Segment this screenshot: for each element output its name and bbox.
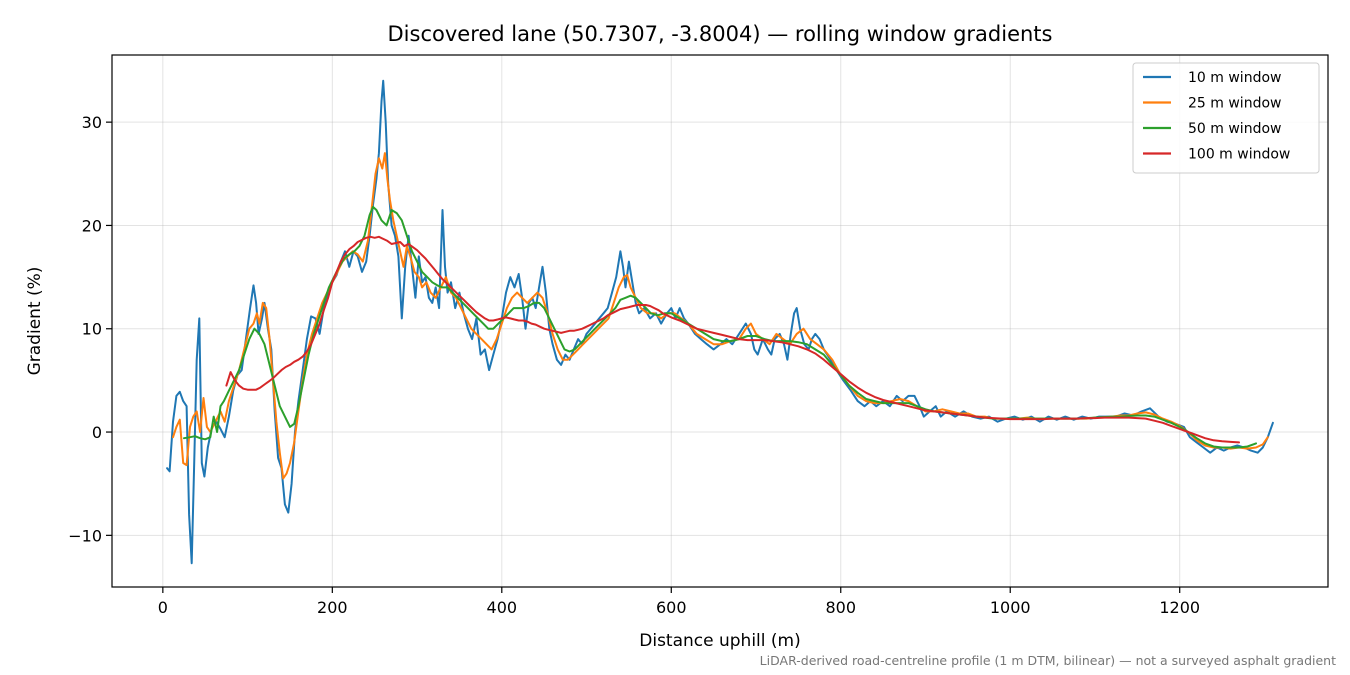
x-tick-label: 800 [825,598,856,617]
series-line-4 [225,235,1240,444]
x-tick-label: 0 [158,598,168,617]
y-tick-label: 20 [82,216,102,235]
chart-title: Discovered lane (50.7307, -3.8004) — rol… [388,22,1053,46]
legend-entry: 100 m window [1188,147,1290,163]
y-tick-label: 0 [92,423,102,442]
footnote: LiDAR-derived road-centreline profile (1… [760,653,1336,668]
legend-box [1132,62,1320,174]
legend-entry: 25 m window [1188,96,1281,112]
series-lines [166,79,1274,565]
legend: 10 m window 25 m window 50 m window 100 m w… [1132,62,1320,174]
x-tick-label: 600 [656,598,687,617]
plot-frame [111,54,1329,588]
x-tick-label: 1000 [990,598,1031,617]
axis-ticks: 0 200 400 600 800 1000 1200 −10 0 10 20 30 [68,113,1200,617]
y-tick-label: 10 [82,320,102,339]
x-axis-label: Distance uphill (m) [639,631,800,651]
legend-entry: 50 m window [1188,121,1281,137]
x-tick-label: 1200 [1159,598,1200,617]
y-tick-label: 30 [82,113,102,132]
x-tick-label: 200 [317,598,348,617]
x-tick-label: 400 [487,598,518,617]
legend-entry: 10 m window [1188,70,1281,86]
y-tick-label: −10 [68,526,102,545]
y-axis-label: Gradient (%) [25,267,45,376]
